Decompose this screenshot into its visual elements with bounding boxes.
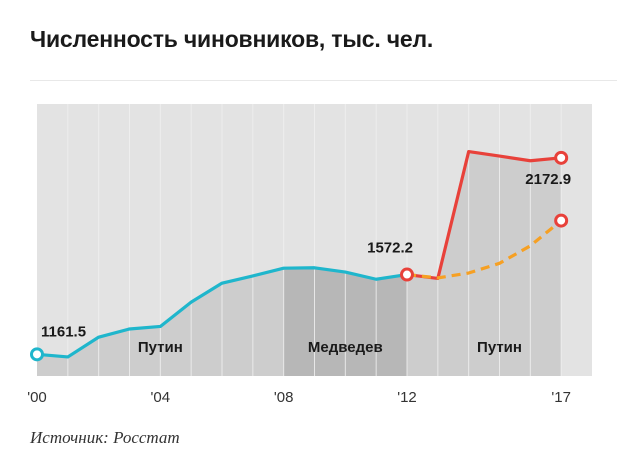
x-tick-label-2: '04 — [151, 389, 171, 406]
data-label-1: 1161.5 — [41, 323, 86, 340]
x-tick-label-5: '17 — [551, 389, 571, 406]
chart-title: Численность чиновников, тыс. чел. — [30, 26, 434, 52]
x-tick-label-3: '08 — [274, 389, 294, 406]
data-label-2: 1572.2 — [367, 240, 413, 257]
title-divider — [30, 80, 617, 81]
area-fill — [37, 151, 562, 376]
period-label-1: Путин — [138, 339, 183, 356]
data-label-3: 2172.9 — [525, 171, 571, 188]
marker-2017-dashed — [554, 213, 569, 228]
x-tick-label-4: '12 — [397, 389, 417, 406]
marker-2012 — [400, 267, 414, 282]
period-label-3: Путин — [477, 339, 522, 356]
series-line-2 — [405, 150, 563, 281]
marker-2017-actual — [554, 150, 569, 165]
series-line-1 — [35, 266, 409, 359]
series-line-3 — [406, 219, 563, 280]
period-label-2: Медведев — [308, 339, 383, 356]
x-tick-label-1: '00 — [27, 389, 47, 406]
source-note: Источник: Росстат — [30, 428, 180, 447]
marker-2000 — [30, 347, 44, 362]
